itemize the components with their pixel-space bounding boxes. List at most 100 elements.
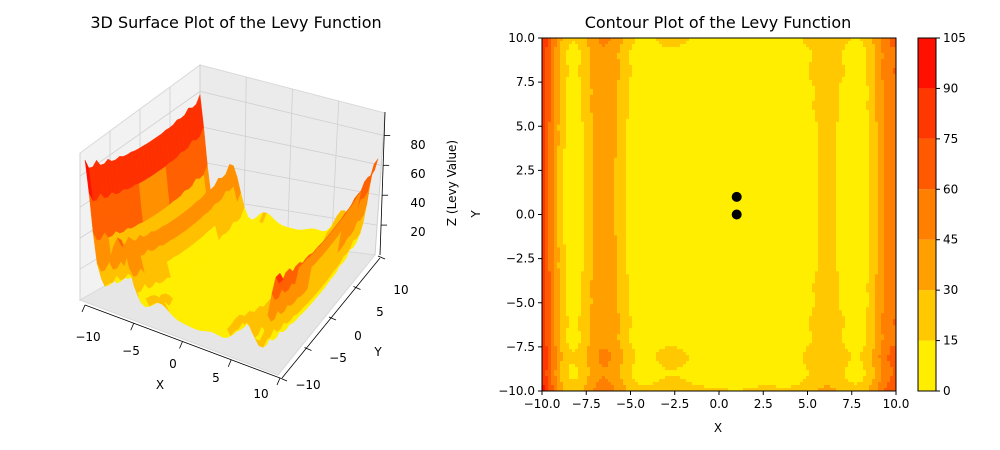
contour-cell — [563, 301, 567, 305]
contour-cell — [608, 193, 612, 198]
contour-cell — [596, 196, 600, 201]
contour-cell — [560, 64, 564, 69]
contour-cell — [557, 148, 561, 153]
contour-cell — [584, 199, 588, 204]
contour-cell — [560, 265, 564, 269]
contour-cell — [620, 190, 624, 195]
contour-cell — [542, 316, 546, 320]
contour-cell — [599, 97, 603, 102]
contour-cell — [599, 307, 603, 311]
contour-cell — [596, 217, 600, 222]
contour-cell — [587, 166, 591, 171]
contour-cell — [623, 55, 627, 60]
contour-cell — [572, 166, 576, 171]
contour-cell — [572, 232, 576, 237]
contour-cell — [590, 94, 594, 99]
contour-cell — [551, 64, 555, 69]
contour-cell — [605, 304, 609, 308]
contour-cell — [626, 307, 630, 311]
contour-cell — [566, 184, 570, 189]
contour-cell — [596, 271, 600, 275]
contour-cell — [575, 328, 579, 332]
contour-cell — [578, 136, 582, 141]
contour-cell — [542, 271, 546, 275]
contour-cell — [560, 193, 564, 198]
contour-cell — [575, 280, 579, 284]
contour-cell — [590, 337, 594, 341]
contour-cell — [581, 38, 585, 42]
contour-cell — [545, 388, 549, 391]
contour-cell — [581, 349, 585, 353]
contour-cell — [548, 226, 552, 231]
contour-cell — [611, 241, 615, 246]
contour-cell — [620, 55, 624, 60]
contour-cell — [608, 346, 612, 350]
contour-cell — [626, 265, 630, 269]
contour-cell — [626, 364, 630, 368]
contour-cell — [605, 388, 609, 391]
contour-cell — [602, 313, 606, 317]
contour-cell — [566, 73, 570, 78]
contour-cell — [611, 250, 615, 254]
contour-cell — [590, 316, 594, 320]
contour-cell — [563, 214, 567, 219]
contour-cell — [596, 253, 600, 257]
contour-cell — [569, 349, 573, 353]
contour-cell — [572, 385, 576, 389]
contour-cell — [572, 121, 576, 126]
contour-cell — [605, 346, 609, 350]
contour-cell — [563, 61, 567, 66]
contour-cell — [581, 187, 585, 192]
contour-cell — [581, 337, 585, 341]
contour-cell — [551, 364, 555, 368]
contour-cell — [596, 94, 600, 99]
contour-cell — [569, 82, 573, 87]
contour-cell — [575, 226, 579, 231]
contour-cell — [593, 217, 597, 222]
contour-cell — [614, 319, 618, 323]
contour-cell — [569, 106, 573, 111]
contour-cell — [614, 220, 618, 225]
contour-cell — [545, 379, 549, 383]
contour-cell — [596, 385, 600, 389]
contour-cell — [542, 373, 546, 377]
contour-cell — [587, 385, 591, 389]
contour-cell — [542, 322, 546, 326]
contour-cell — [590, 268, 594, 272]
contour-cell — [605, 112, 609, 117]
contour-cell — [623, 370, 627, 374]
contour-cell — [617, 46, 621, 51]
contour-cell — [563, 85, 567, 90]
contour-cell — [629, 196, 633, 201]
contour-cell — [611, 268, 615, 272]
contour-cell — [605, 385, 609, 389]
contour-cell — [545, 313, 549, 317]
contour-cell — [551, 238, 555, 243]
contour-cell — [575, 112, 579, 117]
contour-cell — [608, 91, 612, 96]
contour-cell — [620, 121, 624, 126]
contour-cell — [575, 163, 579, 168]
contour-cell — [608, 151, 612, 156]
contour-cell — [596, 151, 600, 156]
contour-cell — [593, 55, 597, 60]
contour-cell — [575, 88, 579, 93]
contour-cell — [581, 226, 585, 231]
contour-cell — [566, 202, 570, 207]
contour-cell — [629, 100, 633, 105]
contour-cell — [596, 46, 600, 51]
contour-cell — [611, 121, 615, 126]
contour-cell — [614, 145, 618, 150]
contour-cell — [563, 349, 567, 353]
contour-cell — [575, 223, 579, 228]
contour-cell — [614, 355, 618, 359]
contour-cell — [557, 352, 561, 356]
contour-cell — [596, 160, 600, 165]
contour-cell — [611, 67, 615, 72]
contour-cell — [611, 262, 615, 266]
contour-cell — [551, 271, 555, 275]
contour-cell — [599, 376, 603, 380]
contour-cell — [575, 247, 579, 251]
contour-cell — [566, 172, 570, 177]
contour-cell — [608, 382, 612, 386]
